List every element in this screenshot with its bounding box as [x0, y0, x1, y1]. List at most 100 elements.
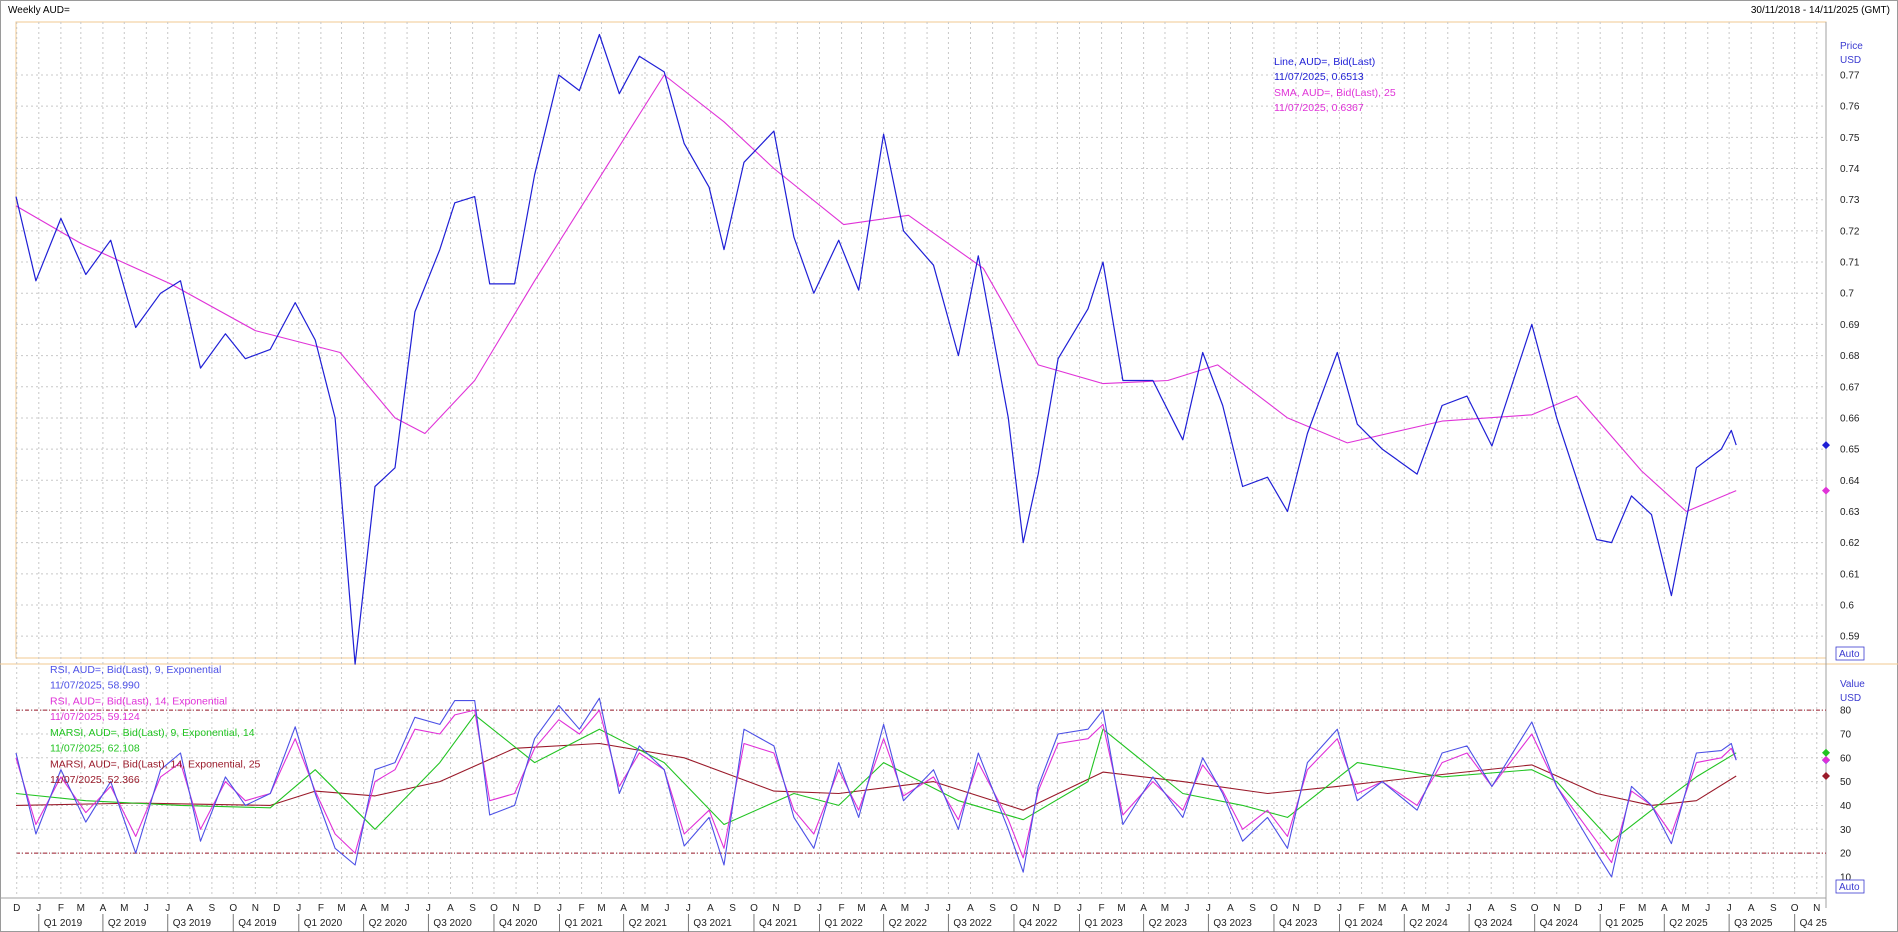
indicator-auto-button[interactable] [1835, 879, 1865, 894]
indicator-last-marker [1822, 748, 1830, 757]
price-tick-label: 0.7 [1840, 289, 1854, 300]
month-tick-label: O [1010, 903, 1018, 914]
month-tick-label: D [13, 903, 20, 914]
price-tick-label: 0.64 [1840, 476, 1860, 487]
month-tick-label: A [100, 903, 107, 914]
indicator-tick-label: 80 [1840, 706, 1852, 717]
price-tick-label: 0.6 [1840, 601, 1854, 612]
month-tick-label: M [1117, 903, 1125, 914]
quarter-tick-label: Q2 2020 [369, 918, 408, 929]
rsi9-series-line[interactable] [15, 697, 1737, 878]
month-tick-label: N [772, 903, 779, 914]
month-tick-label: M [337, 903, 345, 914]
month-tick-label: M [77, 903, 85, 914]
price-auto-button-label: Auto [1839, 649, 1860, 660]
sma-series-line[interactable] [15, 74, 1737, 513]
month-tick-label: M [1161, 903, 1169, 914]
month-tick-label: A [186, 903, 193, 914]
month-tick-label: O [750, 903, 758, 914]
month-tick-label: J [1445, 903, 1450, 914]
month-tick-label: O [490, 903, 498, 914]
quarter-tick-label: Q1 2021 [564, 918, 603, 929]
indicator-legend-name: RSI, AUD=, Bid(Last), 14, Exponential [50, 696, 227, 708]
month-tick-label: N [1292, 903, 1299, 914]
quarter-tick-label: Q3 2019 [173, 918, 212, 929]
month-tick-label: J [1467, 903, 1472, 914]
price-series-line[interactable] [15, 33, 1737, 665]
indicator-legend-name: MARSI, AUD=, Bid(Last), 14, Exponential,… [50, 759, 261, 771]
indicator-auto-button-label: Auto [1839, 882, 1860, 893]
sma-last-marker [1822, 486, 1830, 495]
quarter-tick-label: Q1 2024 [1344, 918, 1383, 929]
month-tick-label: N [1813, 903, 1820, 914]
quarter-tick-label: Q3 2020 [433, 918, 472, 929]
indicator-tick-label: 40 [1840, 801, 1852, 812]
indicator-legend-name: MARSI, AUD=, Bid(Last), 9, Exponential, … [50, 727, 255, 739]
price-tick-label: 0.61 [1840, 569, 1860, 580]
month-tick-label: A [360, 903, 367, 914]
rsi14-series-line[interactable] [15, 709, 1737, 864]
price-legend-name: Line, AUD=, Bid(Last) [1274, 56, 1375, 68]
month-tick-label: A [1227, 903, 1234, 914]
month-tick-label: D [794, 903, 801, 914]
price-tick-label: 0.62 [1840, 538, 1860, 549]
month-tick-label: D [1314, 903, 1321, 914]
quarter-tick-label: Q3 2022 [953, 918, 992, 929]
month-tick-label: A [880, 903, 887, 914]
month-tick-label: S [1510, 903, 1517, 914]
month-tick-label: J [296, 903, 301, 914]
month-tick-label: O [1531, 903, 1539, 914]
price-tick-label: 0.67 [1840, 382, 1860, 393]
price-axis-unit: USD [1840, 55, 1861, 66]
month-tick-label: J [36, 903, 41, 914]
quarter-tick-label: Q2 2023 [1149, 918, 1188, 929]
price-axis-title: Price [1840, 41, 1863, 52]
month-tick-label: J [1185, 903, 1190, 914]
month-tick-label: F [1359, 903, 1365, 914]
month-tick-label: M [597, 903, 605, 914]
price-panel-frame [15, 21, 1827, 659]
indicator-axis-unit: USD [1840, 693, 1861, 704]
month-tick-label: J [665, 903, 670, 914]
quarter-tick-label: Q4 2021 [759, 918, 798, 929]
quarter-tick-label: Q1 2020 [304, 918, 343, 929]
price-auto-button[interactable] [1835, 646, 1865, 661]
marsi14-series-line[interactable] [15, 742, 1737, 811]
quarter-tick-label: Q3 2024 [1474, 918, 1513, 929]
quarter-tick-label: Q3 2021 [693, 918, 732, 929]
month-tick-label: O [229, 903, 237, 914]
month-tick-label: J [1206, 903, 1211, 914]
month-tick-label: F [58, 903, 64, 914]
price-legend-value: 11/07/2025, 0.6367 [1274, 102, 1364, 114]
month-tick-label: N [512, 903, 519, 914]
month-tick-label: M [1638, 903, 1646, 914]
price-legend-value: 11/07/2025, 0.6513 [1274, 71, 1364, 83]
price-tick-label: 0.63 [1840, 507, 1860, 518]
month-tick-label: F [839, 903, 845, 914]
indicator-tick-label: 30 [1840, 825, 1852, 836]
quarter-tick-label: Q3 2025 [1734, 918, 1773, 929]
month-tick-label: A [1140, 903, 1147, 914]
price-tick-label: 0.71 [1840, 258, 1860, 269]
indicator-tick-label: 60 [1840, 753, 1852, 764]
month-tick-label: F [1619, 903, 1625, 914]
price-tick-label: 0.69 [1840, 320, 1860, 331]
quarter-tick-label: Q4 2022 [1019, 918, 1058, 929]
indicator-tick-label: 10 [1840, 872, 1852, 883]
quarter-tick-label: Q4 25 [1800, 918, 1828, 929]
quarter-tick-label: Q3 2023 [1213, 918, 1252, 929]
indicator-tick-label: 50 [1840, 777, 1852, 788]
month-tick-label: J [946, 903, 951, 914]
month-tick-label: A [1661, 903, 1668, 914]
quarter-tick-label: Q4 2023 [1279, 918, 1318, 929]
month-tick-label: A [1488, 903, 1495, 914]
quarter-tick-label: Q2 2022 [889, 918, 928, 929]
month-tick-label: A [1401, 903, 1408, 914]
price-legend-name: SMA, AUD=, Bid(Last), 25 [1274, 87, 1396, 99]
month-tick-label: J [1727, 903, 1732, 914]
indicator-tick-label: 70 [1840, 729, 1852, 740]
month-tick-label: J [686, 903, 691, 914]
price-tick-label: 0.66 [1840, 413, 1860, 424]
indicator-legend-name: RSI, AUD=, Bid(Last), 9, Exponential [50, 664, 221, 676]
